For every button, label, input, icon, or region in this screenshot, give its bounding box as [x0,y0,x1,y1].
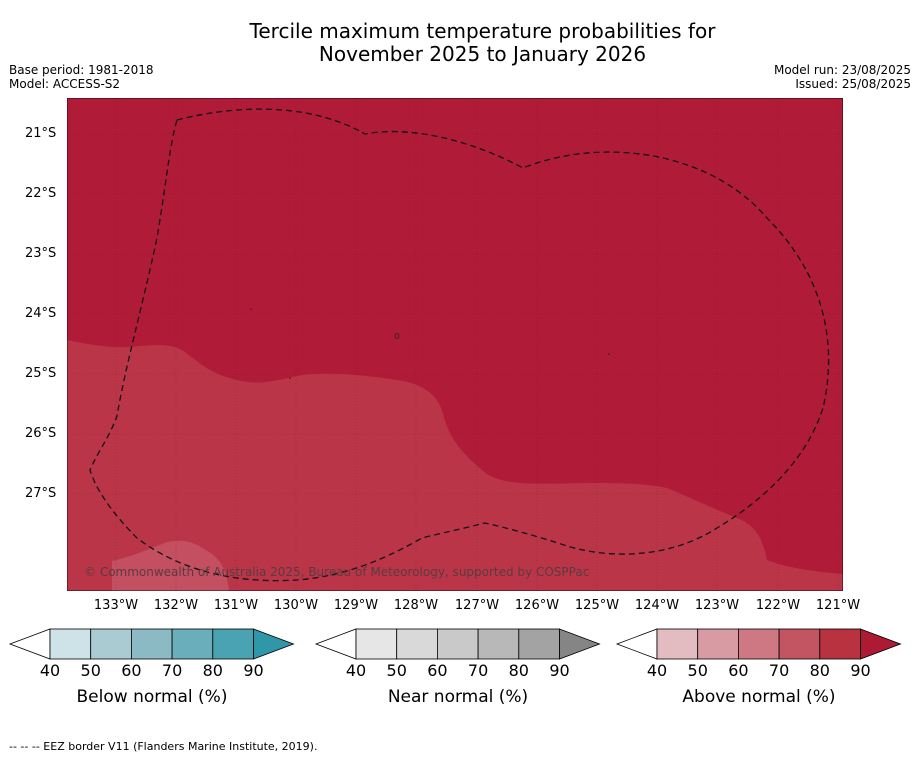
lat-label: 27°S [25,486,57,501]
colorbar-near-lower-extend [314,628,357,660]
lat-label: 25°S [25,366,57,381]
title-line-1: Tercile maximum temperature probabilitie… [249,19,716,43]
lat-label: 21°S [25,126,57,141]
colorbar-above-tick: 80 [809,661,830,680]
eez-footnote: -- -- -- EEZ border V11 (Flanders Marine… [9,740,318,753]
colorbar-near-segment [518,628,560,660]
colorbar-near-tick: 60 [427,661,448,680]
colorbar-below-tick: 50 [80,661,101,680]
colorbar-above-tick: 70 [768,661,790,680]
model-name: Model: ACCESS-S2 [9,77,121,91]
eez-border [89,108,830,582]
colorbar-above-segment [778,628,821,660]
lon-label: 126°W [514,598,560,613]
probability-map [67,98,843,591]
colorbar-above-tick: 60 [728,661,749,680]
colorbar-below-tick: 80 [202,661,223,680]
title-line-2: November 2025 to January 2026 [318,42,647,66]
meta-right: Model run: 23/08/2025 Issued: 25/08/2025 [774,63,911,91]
colorbar-near-tick: 50 [386,661,407,680]
lon-label: 127°W [454,598,500,613]
colorbar-above-tick: 50 [687,661,708,680]
lat-label: 22°S [25,186,57,201]
colorbar-above-segment [656,628,699,660]
lon-label: 133°W [93,598,139,613]
lon-label: 132°W [153,598,199,613]
map-title: Tercile maximum temperature probabilitie… [0,20,919,66]
lat-label: 26°S [25,426,57,441]
colorbar-near-tick: 70 [467,661,489,680]
colorbar-legends [8,628,902,660]
colorbar-below-segment [90,628,132,660]
island-marker [608,353,610,355]
colorbar-near-segment [436,628,479,660]
lon-label: 121°W [815,598,861,613]
colorbar-near-segment [477,628,520,660]
island-marker [250,308,252,310]
island-marker [394,333,400,339]
base-period: Base period: 1981-2018 [9,63,154,77]
copyright-notice: © Commonwealth of Australia 2025, Bureau… [84,565,590,579]
colorbar-below-segment [171,628,214,660]
colorbar-below-segment [130,628,173,660]
colorbar-title-near: Near normal (%) [387,687,529,707]
lon-label: 131°W [213,598,259,613]
graticule [67,98,843,591]
colorbar-above-segment [738,628,780,660]
colorbar-below-lower-extend [8,628,51,660]
colorbar-title-below: Below normal (%) [76,687,228,707]
lat-label: 23°S [25,246,57,261]
colorbar-below-tick: 40 [39,661,61,680]
colorbar-above-segment [819,628,861,660]
lon-label: 128°W [393,598,439,613]
meta-left: Base period: 1981-2018 Model: ACCESS-S2 [9,63,154,91]
colorbar-below-segment [49,628,92,660]
lat-label: 24°S [25,306,57,321]
colorbar-near-tick: 90 [549,661,570,680]
colorbar-near-tick: 40 [345,661,367,680]
colorbar-title-above: Above normal (%) [682,687,836,707]
colorbar-above-upper-extend [860,628,902,660]
lon-label: 129°W [333,598,379,613]
lon-label: 122°W [755,598,801,613]
colorbar-below-segment [212,628,254,660]
lon-label: 124°W [634,598,680,613]
colorbar-below-tick: 70 [161,661,183,680]
issued-date: Issued: 25/08/2025 [795,77,911,91]
colorbar-near-segment [355,628,398,660]
colorbar-near-tick: 80 [508,661,529,680]
colorbar-near-segment [396,628,438,660]
colorbar-below-upper-extend [253,628,295,660]
colorbar-above-tick: 90 [850,661,871,680]
above-70-region [112,540,229,591]
lon-label: 123°W [694,598,740,613]
island-marker [289,377,291,379]
model-run: Model run: 23/08/2025 [773,63,911,77]
colorbar-above-lower-extend [615,628,658,660]
colorbar-near-upper-extend [559,628,601,660]
colorbar-above-segment [697,628,739,660]
above-80-region [67,340,843,591]
colorbar-above-tick: 40 [646,661,668,680]
colorbar-below-tick: 90 [243,661,264,680]
lon-label: 125°W [574,598,620,613]
lon-label: 130°W [273,598,319,613]
colorbar-below-tick: 60 [121,661,142,680]
